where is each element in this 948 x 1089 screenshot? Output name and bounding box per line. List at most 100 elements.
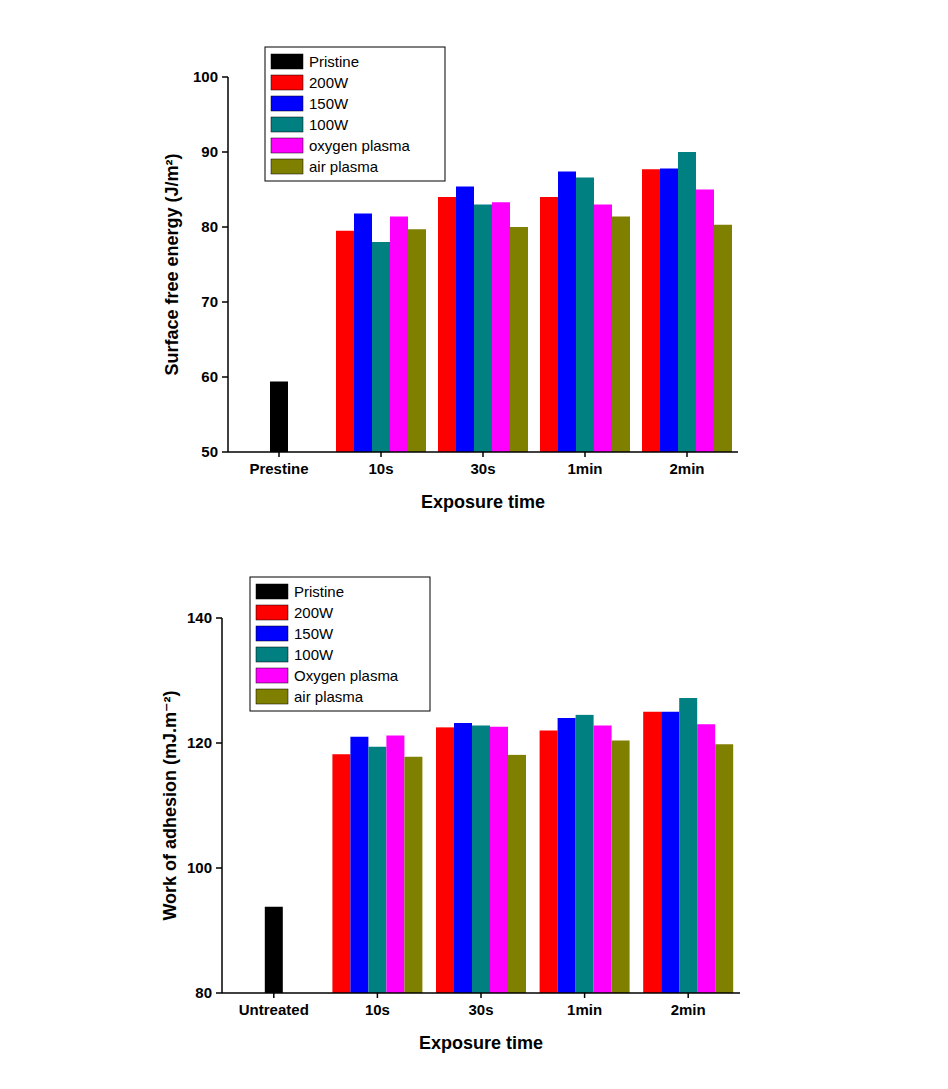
- legend-swatch: [256, 626, 288, 641]
- y-axis-title: Surface free energy (J/m²): [162, 153, 182, 375]
- legend-label: air plasma: [309, 158, 379, 175]
- y-tick: [222, 151, 228, 153]
- legend-box: [250, 577, 430, 711]
- x-tick-label: 30s: [468, 1001, 493, 1018]
- bar: [576, 178, 594, 453]
- bar: [661, 712, 679, 993]
- y-tick: [216, 742, 222, 744]
- bars: [270, 152, 732, 452]
- bar: [558, 172, 576, 453]
- bar: [368, 747, 386, 993]
- bar: [438, 197, 456, 452]
- bar: [540, 197, 558, 452]
- x-tick: [482, 452, 484, 457]
- bar: [354, 214, 372, 453]
- bar: [372, 242, 390, 452]
- bar: [454, 723, 472, 993]
- y-tick-label: 90: [201, 143, 218, 160]
- bar: [270, 382, 288, 453]
- y-tick-label: 120: [187, 734, 212, 751]
- y-tick-label: 100: [193, 68, 218, 85]
- bar: [696, 190, 714, 453]
- x-tick: [584, 993, 586, 998]
- legend-swatch: [271, 96, 303, 111]
- x-tick: [377, 993, 379, 998]
- bar: [594, 205, 612, 453]
- legend-label: 200W: [309, 74, 349, 91]
- y-axis-title: Work of adhesion (mJ.m⁻²): [160, 690, 180, 920]
- chart: 5060708090100Prestine10s30s1min2minExpos…: [162, 47, 738, 512]
- legend-label: 200W: [294, 604, 334, 621]
- legend-swatch: [256, 689, 288, 704]
- y-axis: [227, 77, 229, 452]
- y-tick: [222, 451, 228, 453]
- x-axis-title: Exposure time: [419, 1033, 543, 1053]
- legend-swatch: [271, 159, 303, 174]
- legend-swatch: [256, 647, 288, 662]
- x-axis-title: Exposure time: [421, 492, 545, 512]
- x-tick: [480, 993, 482, 998]
- y-tick: [222, 226, 228, 228]
- y-tick: [222, 76, 228, 78]
- bar: [336, 231, 354, 452]
- bar: [715, 744, 733, 993]
- x-tick-label: 2min: [671, 1001, 706, 1018]
- x-tick: [687, 993, 689, 998]
- bar: [679, 698, 697, 993]
- legend-label: 150W: [309, 95, 349, 112]
- bar: [474, 205, 492, 453]
- x-tick: [273, 993, 275, 998]
- bar: [540, 731, 558, 994]
- x-tick-label: 2min: [669, 460, 704, 477]
- legend-label: 100W: [294, 646, 334, 663]
- bar: [492, 202, 510, 452]
- legend-swatch: [256, 605, 288, 620]
- chart: 80100120140Untreated10s30s1min2minExposu…: [160, 577, 740, 1053]
- bar: [660, 169, 678, 453]
- legend-swatch: [271, 117, 303, 132]
- y-tick-label: 100: [187, 859, 212, 876]
- bar: [714, 225, 732, 452]
- bar: [697, 724, 715, 993]
- bar: [404, 757, 422, 993]
- figure: 5060708090100Prestine10s30s1min2minExpos…: [0, 0, 948, 1089]
- bar: [350, 737, 368, 993]
- x-tick-label: 1min: [567, 1001, 602, 1018]
- x-tick: [584, 452, 586, 457]
- legend: Pristine200W150W100WOxygen plasmaair pla…: [250, 577, 430, 711]
- legend-swatch: [256, 584, 288, 599]
- bar: [386, 736, 404, 994]
- bar: [594, 726, 612, 994]
- y-tick-label: 80: [195, 984, 212, 1001]
- bar: [472, 726, 490, 994]
- bar: [643, 712, 661, 993]
- y-tick: [222, 301, 228, 303]
- y-tick-label: 80: [201, 218, 218, 235]
- legend-label: Oxygen plasma: [294, 667, 399, 684]
- legend-label: Pristine: [309, 53, 359, 70]
- legend-swatch: [256, 668, 288, 683]
- x-tick: [380, 452, 382, 457]
- legend-swatch: [271, 54, 303, 69]
- bar: [390, 217, 408, 453]
- legend-label: oxygen plasma: [309, 137, 411, 154]
- bar: [510, 227, 528, 452]
- bar: [558, 718, 576, 993]
- bar: [678, 152, 696, 452]
- legend-swatch: [271, 75, 303, 90]
- bar: [490, 727, 508, 993]
- y-tick-label: 50: [201, 443, 218, 460]
- y-tick-label: 70: [201, 293, 218, 310]
- y-axis: [221, 618, 223, 993]
- bar: [408, 229, 426, 452]
- y-tick-label: 60: [201, 368, 218, 385]
- x-tick-label: 10s: [368, 460, 393, 477]
- bar: [456, 187, 474, 453]
- x-tick-label: 1min: [567, 460, 602, 477]
- x-tick-label: 10s: [365, 1001, 390, 1018]
- y-tick-label: 140: [187, 609, 212, 626]
- bar: [576, 715, 594, 993]
- y-tick: [216, 617, 222, 619]
- y-tick: [216, 867, 222, 869]
- bar: [508, 755, 526, 993]
